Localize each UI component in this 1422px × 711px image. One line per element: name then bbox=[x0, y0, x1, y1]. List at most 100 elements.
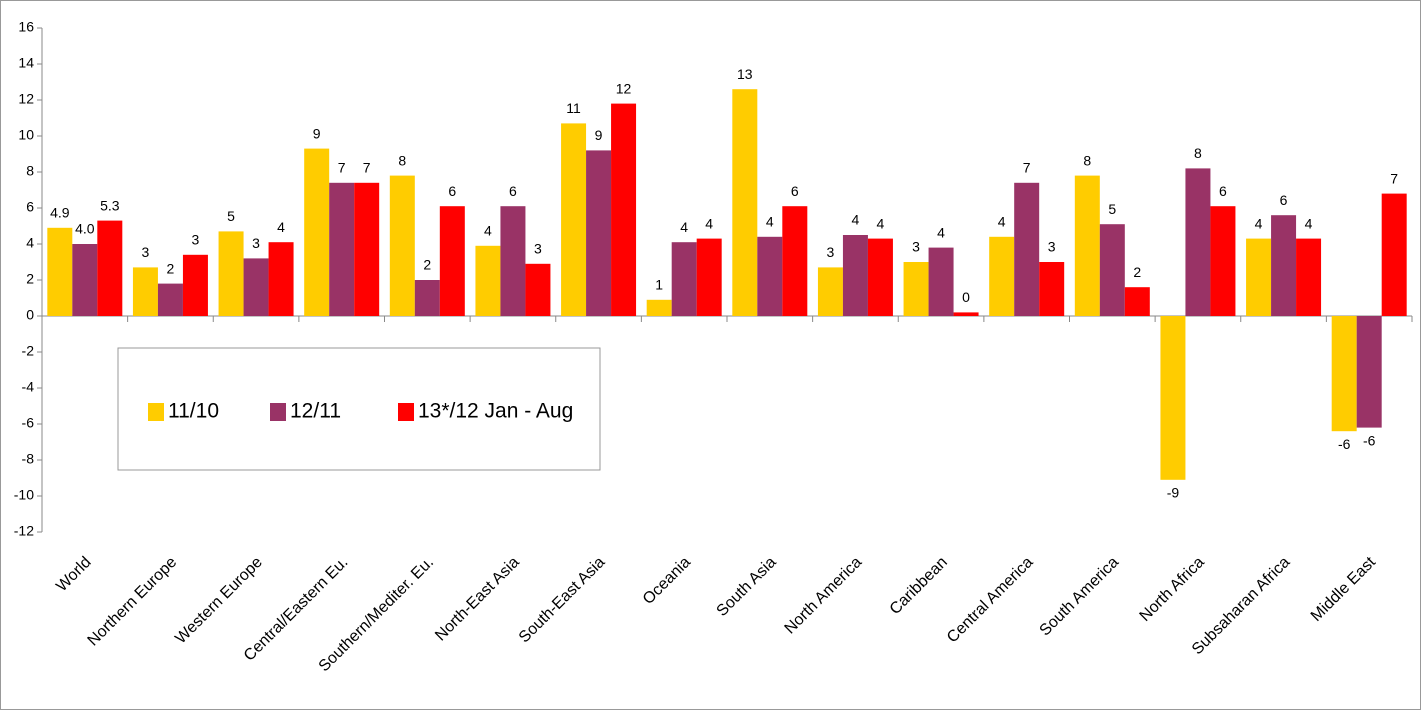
data-label: 2 bbox=[167, 260, 175, 276]
data-label: 4 bbox=[766, 214, 774, 230]
data-label: 2 bbox=[1133, 264, 1141, 280]
y-tick-label: 4 bbox=[26, 235, 34, 251]
legend-swatch bbox=[270, 403, 286, 421]
data-label: 8 bbox=[1194, 145, 1202, 161]
y-tick-label: 12 bbox=[18, 91, 34, 107]
data-label: 9 bbox=[313, 125, 321, 141]
bar bbox=[1124, 287, 1150, 316]
y-tick-label: 0 bbox=[26, 307, 34, 323]
y-tick-label: 8 bbox=[26, 163, 34, 179]
data-label: 6 bbox=[791, 183, 799, 199]
bar bbox=[928, 247, 954, 316]
data-label: 4 bbox=[705, 215, 713, 231]
bar bbox=[757, 236, 783, 316]
data-label: 7 bbox=[1023, 160, 1031, 176]
data-label: 4 bbox=[877, 215, 885, 231]
bar bbox=[1296, 238, 1322, 316]
data-label: 3 bbox=[534, 241, 542, 257]
data-label: 5 bbox=[227, 208, 235, 224]
data-label: 3 bbox=[827, 244, 835, 260]
y-tick-label: -6 bbox=[22, 415, 35, 431]
data-label: 4 bbox=[937, 224, 945, 240]
data-label: 7 bbox=[338, 160, 346, 176]
data-label: 3 bbox=[142, 244, 150, 260]
bar bbox=[389, 175, 415, 316]
bar bbox=[243, 258, 269, 316]
legend-label: 11/10 bbox=[168, 400, 219, 423]
y-tick-label: 2 bbox=[26, 271, 34, 287]
data-label: 11 bbox=[566, 100, 581, 116]
bar bbox=[329, 182, 355, 316]
bar bbox=[500, 206, 526, 316]
data-label: 5 bbox=[1108, 201, 1116, 217]
bar bbox=[1039, 262, 1065, 316]
bar bbox=[903, 262, 929, 316]
bar bbox=[1331, 316, 1357, 432]
bar bbox=[354, 182, 380, 316]
data-label: 2 bbox=[423, 257, 431, 273]
bar bbox=[867, 238, 893, 316]
data-label: 3 bbox=[252, 235, 260, 251]
data-label: 8 bbox=[1083, 152, 1091, 168]
legend-swatch bbox=[398, 403, 414, 421]
data-label: 4 bbox=[1305, 215, 1313, 231]
data-label: 4.9 bbox=[50, 205, 70, 221]
bar bbox=[732, 89, 758, 316]
bar bbox=[671, 242, 697, 316]
bar bbox=[97, 220, 123, 316]
bar bbox=[1099, 224, 1125, 316]
data-label: 6 bbox=[1219, 183, 1227, 199]
y-tick-label: -12 bbox=[14, 523, 34, 539]
bar bbox=[1160, 316, 1186, 480]
bar bbox=[586, 150, 612, 316]
data-label: 6 bbox=[509, 183, 517, 199]
y-tick-label: 16 bbox=[18, 19, 34, 35]
bar bbox=[218, 231, 244, 316]
data-label: 5.3 bbox=[100, 197, 120, 213]
data-label: 3 bbox=[912, 239, 920, 255]
y-tick-label: 10 bbox=[18, 127, 34, 143]
data-label: 12 bbox=[616, 80, 632, 96]
data-label: 4 bbox=[680, 219, 688, 235]
bar bbox=[1185, 168, 1211, 316]
data-label: 4 bbox=[852, 212, 860, 228]
bar bbox=[989, 236, 1015, 316]
bar bbox=[268, 242, 294, 316]
bar bbox=[414, 280, 440, 316]
data-label: 3 bbox=[1048, 239, 1056, 255]
bar bbox=[782, 206, 808, 316]
y-tick-label: 14 bbox=[18, 55, 34, 71]
data-label: 7 bbox=[363, 160, 371, 176]
legend-label: 12/11 bbox=[290, 400, 341, 423]
legend-swatch bbox=[148, 403, 164, 421]
data-label: 4 bbox=[1255, 215, 1263, 231]
bar bbox=[1074, 175, 1100, 316]
bar bbox=[817, 267, 843, 316]
data-label: 6 bbox=[448, 183, 456, 199]
data-label: 13 bbox=[737, 66, 753, 82]
bar bbox=[1271, 215, 1297, 316]
bar bbox=[696, 238, 722, 316]
data-label: 4 bbox=[998, 214, 1006, 230]
bar bbox=[1210, 206, 1236, 316]
data-label: 4 bbox=[484, 223, 492, 239]
data-label: 7 bbox=[1390, 170, 1398, 186]
bar bbox=[1014, 182, 1040, 316]
bar bbox=[561, 123, 587, 317]
y-tick-label: -4 bbox=[22, 379, 35, 395]
bar bbox=[132, 267, 158, 316]
bar bbox=[1246, 238, 1272, 316]
bar bbox=[47, 227, 73, 316]
bar bbox=[1381, 193, 1407, 316]
data-label: -6 bbox=[1363, 432, 1376, 448]
bar bbox=[611, 103, 637, 316]
data-label: 1 bbox=[655, 277, 663, 293]
bar bbox=[525, 263, 551, 316]
bar bbox=[646, 299, 672, 316]
bar bbox=[475, 245, 501, 316]
data-label: -6 bbox=[1338, 436, 1351, 452]
bar bbox=[953, 312, 979, 316]
y-tick-label: 6 bbox=[26, 199, 34, 215]
data-label: -9 bbox=[1167, 485, 1180, 501]
